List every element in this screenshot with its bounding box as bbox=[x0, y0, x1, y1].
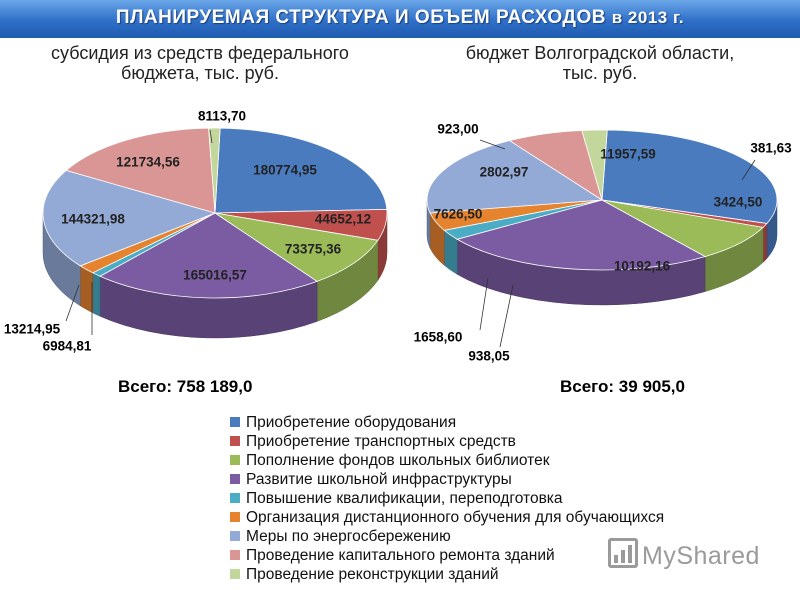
data-label-7: 2802,97 bbox=[480, 165, 529, 180]
legend-item: Меры по энергосбережению bbox=[230, 527, 664, 546]
leader-line-1 bbox=[741, 159, 756, 181]
pie-slice-3 bbox=[99, 212, 318, 299]
leader-line-5 bbox=[65, 284, 80, 322]
pie-leader-lines bbox=[479, 139, 756, 348]
right-total: Всего: 39 905,0 bbox=[560, 377, 685, 396]
pie-top-faces bbox=[426, 129, 778, 271]
legend-swatch bbox=[230, 512, 240, 522]
pie-top-faces bbox=[42, 127, 388, 299]
pie-leader-lines bbox=[65, 129, 213, 335]
page-title: ПЛАНИРУЕМАЯ СТРУКТУРА И ОБЪЕМ РАСХОДОВ в… bbox=[115, 7, 685, 28]
data-label-7: 121734,56 bbox=[116, 155, 180, 170]
pie-slice-3 bbox=[456, 199, 707, 271]
left-pie-chart: 180774,95 44652,12 73375,36 165016,57 6984,8… bbox=[4, 109, 388, 354]
legend: Приобретение оборудования Приобретение т… bbox=[230, 413, 664, 584]
data-label-6: 7626,50 bbox=[434, 207, 483, 222]
pie-slice-6 bbox=[426, 140, 604, 214]
data-label-8: 8113,70 bbox=[198, 109, 246, 124]
left-chart-title: субсидия из средств федерального бюджета… bbox=[51, 43, 349, 83]
pie-slice-8 bbox=[581, 129, 608, 201]
data-label-4: 938,05 bbox=[468, 349, 510, 364]
legend-item: Приобретение оборудования bbox=[230, 413, 664, 432]
pie-slice-0 bbox=[601, 129, 778, 224]
pie-wall-4 bbox=[92, 272, 101, 317]
pie-slice-8 bbox=[208, 127, 221, 214]
leader-line-8 bbox=[209, 129, 213, 144]
pie-wall-5 bbox=[80, 265, 94, 314]
leader-line-5 bbox=[479, 277, 489, 331]
legend-swatch bbox=[230, 474, 240, 484]
leader-line-8 bbox=[479, 139, 506, 150]
legend-swatch bbox=[230, 531, 240, 541]
data-label-1: 381,63 bbox=[750, 141, 792, 156]
pie-slice-0 bbox=[214, 127, 388, 214]
data-label-0: 180774,95 bbox=[253, 163, 317, 178]
left-total: Всего: 758 189,0 bbox=[118, 377, 253, 396]
pie-side-walls bbox=[42, 212, 388, 339]
legend-swatch bbox=[230, 550, 240, 560]
chart-logo-icon bbox=[608, 538, 638, 568]
leader-line-4 bbox=[499, 284, 514, 348]
data-label-3: 10192,16 bbox=[614, 259, 671, 274]
data-label-6: 144321,98 bbox=[61, 212, 125, 227]
right-pie-chart: 11957,59 381,63 3424,50 10192,16 938,05 1658,… bbox=[414, 122, 793, 364]
data-label-5: 13214,95 bbox=[4, 322, 61, 337]
legend-swatch bbox=[230, 455, 240, 465]
data-label-8: 923,00 bbox=[437, 122, 478, 137]
data-label-5: 1658,60 bbox=[414, 330, 463, 345]
watermark: MyShared bbox=[608, 538, 760, 570]
legend-item: Организация дистанционного обучения для … bbox=[230, 508, 664, 527]
legend-swatch bbox=[230, 417, 240, 427]
legend-item: Проведение капитального ремонта зданий bbox=[230, 546, 664, 565]
legend-item: Пополнение фондов школьных библиотек bbox=[230, 451, 664, 470]
legend-item: Проведение реконструкции зданий bbox=[230, 565, 664, 584]
pie-slice-2 bbox=[601, 199, 764, 258]
pie-slice-2 bbox=[214, 212, 379, 282]
pie-wall-1 bbox=[762, 222, 768, 263]
pie-side-walls bbox=[426, 199, 778, 306]
pie-data-labels: 180774,95 44652,12 73375,36 165016,57 6984,8… bbox=[4, 109, 371, 354]
legend-swatch bbox=[230, 436, 240, 446]
pie-slice-7 bbox=[65, 127, 216, 214]
data-label-3: 165016,57 bbox=[183, 268, 247, 283]
right-chart-title: бюджет Волгоградской области, тыс. руб. bbox=[465, 43, 735, 83]
pie-data-labels: 11957,59 381,63 3424,50 10192,16 938,05 1658,… bbox=[414, 122, 793, 364]
data-label-2: 73375,36 bbox=[285, 242, 342, 257]
data-label-4: 6984,81 bbox=[43, 339, 92, 354]
legend-item: Повышение квалификации, переподготовка bbox=[230, 489, 664, 508]
pie-slice-6 bbox=[42, 169, 217, 267]
legend-item: Приобретение транспортных средств bbox=[230, 432, 664, 451]
legend-item: Развитие школьной инфраструктуры bbox=[230, 470, 664, 489]
data-label-0: 11957,59 bbox=[600, 147, 656, 162]
legend-swatch bbox=[230, 569, 240, 579]
legend-swatch bbox=[230, 493, 240, 503]
data-label-2: 3424,50 bbox=[714, 195, 763, 210]
data-label-1: 44652,12 bbox=[315, 212, 371, 227]
title-banner bbox=[0, 0, 800, 38]
